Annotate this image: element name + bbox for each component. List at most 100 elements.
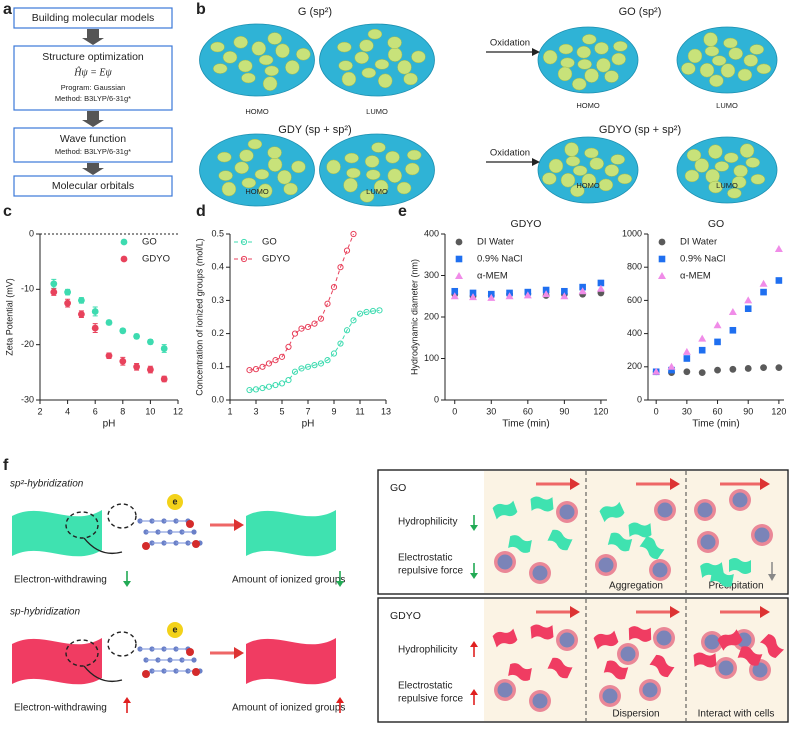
trend-arrow-head xyxy=(470,525,478,531)
electron-label: e xyxy=(172,624,177,634)
marker xyxy=(714,366,721,374)
legend-label: DI Water xyxy=(477,237,514,248)
orbital-lobe xyxy=(377,73,393,89)
orbital-lobe xyxy=(374,59,390,70)
process-arrow-head xyxy=(570,478,580,490)
effect-label: Electron-withdrawing xyxy=(14,575,107,586)
orbital-lobe xyxy=(548,158,564,174)
x-tick-label: 7 xyxy=(305,406,310,416)
flow-note: Program: Gaussian xyxy=(61,83,126,92)
atom xyxy=(191,657,197,663)
orbital-lobe xyxy=(749,44,765,55)
legend-marker xyxy=(658,255,666,263)
orbital-lobe xyxy=(283,182,298,196)
marker xyxy=(744,305,752,312)
legend-label: α-MEM xyxy=(477,271,508,282)
trend-arrow-head xyxy=(470,573,478,579)
y-tick-label: -30 xyxy=(21,394,34,404)
orbital-lobe xyxy=(686,149,702,162)
marker xyxy=(105,319,113,326)
process-arrow-head xyxy=(570,606,580,618)
orbital-lobe xyxy=(346,167,361,179)
orbital-lobe xyxy=(687,48,703,64)
orbital-lobe xyxy=(233,35,248,49)
orbital-lobe xyxy=(604,164,620,177)
orbital-lobe xyxy=(385,150,400,164)
flow-arrow xyxy=(82,29,104,45)
marker xyxy=(246,386,253,394)
marker xyxy=(160,345,168,352)
orbital-lobe xyxy=(581,173,597,188)
x-axis-label: Time (min) xyxy=(502,419,549,430)
x-axis-label: Time (min) xyxy=(692,419,739,430)
y-tick-label: 200 xyxy=(424,311,439,321)
orbital-lobe xyxy=(337,41,352,53)
marker xyxy=(285,343,292,350)
flow-box xyxy=(13,175,173,197)
marker xyxy=(259,363,266,370)
effect-label: Amount of ionized groups xyxy=(232,575,345,586)
legend-label: 0.9% NaCl xyxy=(680,254,725,265)
marker xyxy=(105,352,113,360)
flake xyxy=(508,663,532,681)
electron xyxy=(167,622,183,638)
orbital-lobe xyxy=(361,67,377,79)
marker xyxy=(469,289,477,297)
sediment-arrow-head xyxy=(768,574,776,581)
orbital-image xyxy=(319,133,435,207)
flake xyxy=(649,654,675,678)
x-tick-label: 60 xyxy=(713,406,723,416)
orbital-lobe xyxy=(326,159,341,175)
orbital-lobe xyxy=(728,47,743,60)
flake xyxy=(729,558,751,574)
flake xyxy=(508,535,532,553)
orbital-lobe xyxy=(684,169,700,183)
orbital-lobe xyxy=(199,24,315,96)
oxygen xyxy=(186,520,194,528)
trend-arrow-head xyxy=(336,581,344,587)
cell-core xyxy=(602,688,618,704)
marker xyxy=(451,287,459,295)
orbital-label: LUMO xyxy=(716,101,738,110)
orbital-lobe xyxy=(750,174,766,185)
orbital-lobe xyxy=(542,49,558,65)
x-tick-label: 120 xyxy=(771,406,786,416)
orbital-lobe xyxy=(267,146,282,159)
sheet xyxy=(246,510,336,557)
marker xyxy=(369,307,377,315)
orbital-lobe xyxy=(594,42,609,55)
orbital-lobe xyxy=(359,190,375,203)
orbital-lobe xyxy=(572,165,588,176)
marker xyxy=(652,367,661,375)
marker xyxy=(324,300,331,307)
panel-label: b xyxy=(196,1,206,18)
process-arrow-head xyxy=(234,519,244,531)
trend-arrow-head xyxy=(470,689,478,695)
flake xyxy=(530,496,554,512)
x-tick-label: 3 xyxy=(253,406,258,416)
orbital-lobe xyxy=(699,62,715,78)
x-tick-label: 30 xyxy=(682,406,692,416)
orbital-image xyxy=(199,23,315,97)
y-tick-label: 400 xyxy=(424,228,439,238)
cell-core xyxy=(732,492,748,508)
orbital-title: GDY (sp + sp²) xyxy=(278,124,351,136)
cell-core xyxy=(642,682,658,698)
orbital-lobe xyxy=(611,52,626,66)
flake xyxy=(599,501,625,523)
marker xyxy=(597,279,605,287)
orbital-lobe xyxy=(613,41,628,52)
marker xyxy=(91,324,99,332)
orbital-lobe xyxy=(397,59,412,75)
orbital-lobe xyxy=(406,149,422,161)
marker xyxy=(50,288,58,296)
legend-marker xyxy=(120,238,128,246)
orbital-lobe xyxy=(218,170,233,181)
sheet xyxy=(12,638,102,685)
marker xyxy=(668,366,675,374)
marker xyxy=(523,291,532,299)
stage-label: Dispersion xyxy=(612,709,659,720)
orbital-lobe xyxy=(285,60,300,75)
orbital-lobe xyxy=(341,71,357,87)
orbital-outline xyxy=(676,136,778,204)
